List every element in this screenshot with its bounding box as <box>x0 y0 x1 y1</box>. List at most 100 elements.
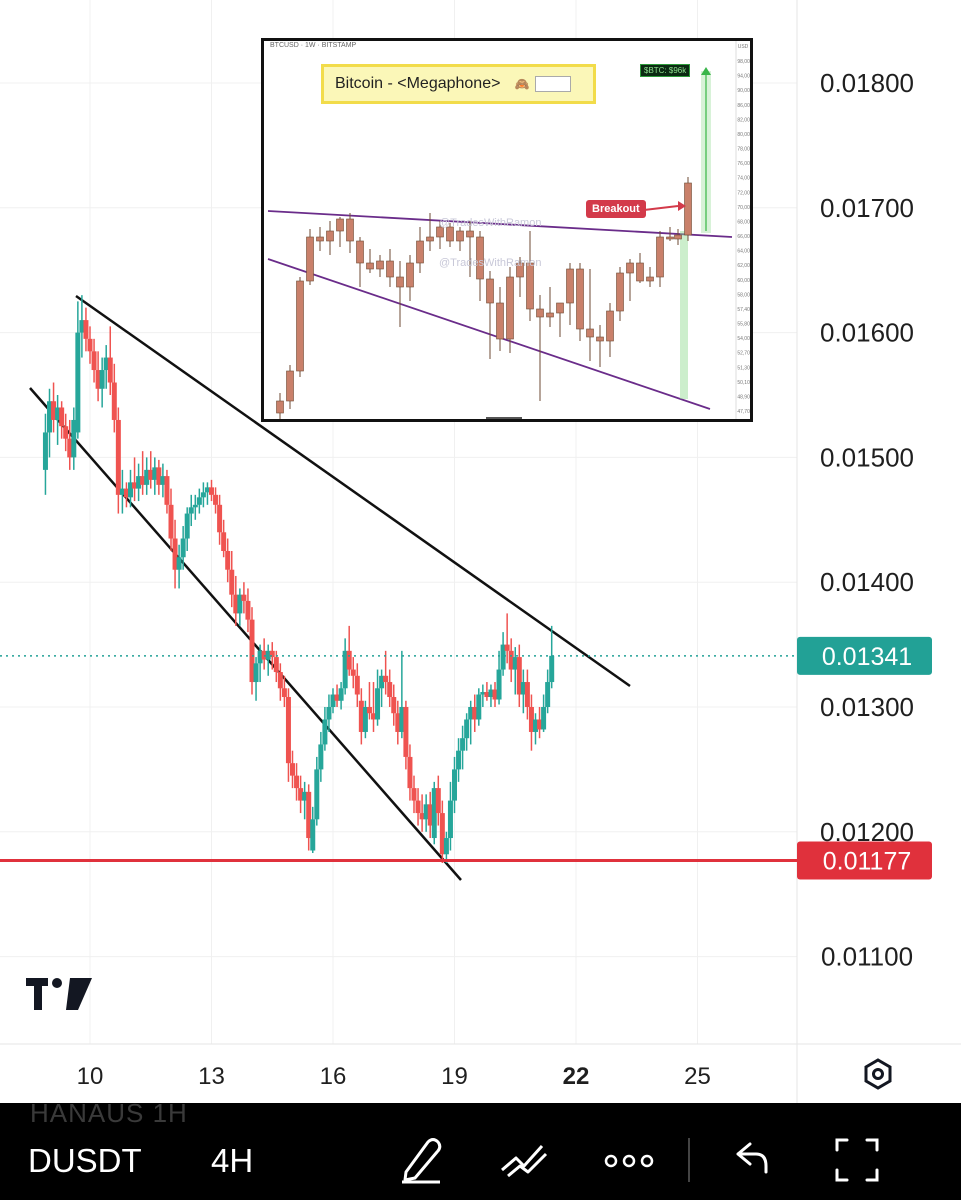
candle <box>338 682 344 710</box>
candle-body <box>541 707 547 730</box>
inset-price-tick: 57,400 <box>737 307 750 313</box>
inset-candle-body <box>616 272 624 312</box>
candle <box>249 607 255 695</box>
candle-body <box>306 791 312 839</box>
candle-body <box>294 775 300 789</box>
price-tick-label: 0.01400 <box>820 567 914 597</box>
candle <box>371 682 376 732</box>
candle-body <box>533 719 538 732</box>
candle <box>480 684 486 707</box>
candle <box>318 731 324 782</box>
pencil-draw-icon[interactable] <box>398 1134 444 1184</box>
inset-candle-body <box>366 262 374 270</box>
candle <box>140 451 146 495</box>
inset-candle <box>556 302 564 337</box>
support-tag <box>797 841 932 880</box>
candle <box>269 642 275 670</box>
candle <box>281 675 287 707</box>
inset-candle <box>666 227 674 241</box>
inset-candle <box>346 213 354 253</box>
time-tick-label: 19 <box>441 1063 468 1090</box>
candle <box>391 684 397 726</box>
last-price-tag <box>797 636 932 675</box>
upper-trendline <box>75 294 631 688</box>
candle-body <box>338 688 344 701</box>
interval-button[interactable]: 4H <box>211 1142 254 1179</box>
candle-body <box>318 744 324 770</box>
inset-candle <box>636 253 644 283</box>
candle-body <box>95 370 101 389</box>
more-options-icon[interactable] <box>603 1134 655 1184</box>
inset-candle-body <box>456 230 464 242</box>
candle <box>431 781 437 845</box>
candle <box>342 638 348 695</box>
inset-price-tick: 54,000 <box>737 336 750 342</box>
candle <box>447 781 453 851</box>
candle-body <box>447 800 453 839</box>
inset-candle-body <box>536 308 544 318</box>
symbol-button[interactable]: DUSDT <box>28 1142 142 1179</box>
inset-candle <box>336 217 344 247</box>
candle <box>443 831 449 863</box>
candle <box>265 644 271 676</box>
chart-settings-icon[interactable] <box>862 1058 894 1090</box>
inset-candle-body <box>526 262 534 310</box>
fullscreen-icon[interactable] <box>833 1134 881 1184</box>
candle <box>221 519 227 558</box>
candle <box>387 669 393 707</box>
price-tick-label: 0.01500 <box>820 442 914 472</box>
inset-candle <box>316 227 324 251</box>
candle-body <box>496 669 502 700</box>
undo-icon[interactable] <box>734 1134 770 1184</box>
candle-body <box>411 788 417 801</box>
inset-price-tick: 94,000 <box>737 74 750 80</box>
candle-body <box>350 669 356 676</box>
candle-body <box>476 694 482 720</box>
candle-body <box>123 488 129 498</box>
inset-price-tick: 60,000 <box>737 278 750 284</box>
inset-candle <box>296 277 304 377</box>
candle-body <box>119 488 125 495</box>
inset-candle-body <box>306 236 314 282</box>
inset-candle <box>436 221 444 249</box>
trendline-tool-icon[interactable] <box>498 1134 552 1184</box>
candle-body <box>79 320 85 333</box>
candle-body <box>371 713 376 720</box>
candle-body <box>326 707 332 720</box>
candle <box>285 688 291 782</box>
candle <box>257 644 263 683</box>
inset-candle-body <box>566 268 574 304</box>
candle-body <box>387 682 393 698</box>
breakout-label: Breakout <box>586 200 646 218</box>
candle-body <box>71 419 77 458</box>
inset-upper-line <box>267 210 733 238</box>
candle <box>504 613 510 664</box>
inset-candle-body <box>356 240 364 264</box>
candle-body <box>290 763 295 776</box>
inset-price-tick: 78,000 <box>737 147 750 153</box>
candle-body <box>257 650 263 664</box>
candle <box>213 487 219 514</box>
candle <box>176 544 182 589</box>
candle <box>172 519 178 589</box>
candle-body <box>346 650 352 670</box>
candle-body <box>508 650 514 670</box>
candle-body <box>67 438 73 458</box>
candle <box>330 688 336 714</box>
inset-candle <box>656 231 664 287</box>
inset-candle-body <box>596 336 604 342</box>
candle <box>55 395 61 445</box>
candle-body <box>249 619 255 683</box>
inset-candle-body <box>346 218 354 242</box>
candle-body <box>156 467 162 485</box>
candle-body <box>484 692 490 698</box>
candle-body <box>188 507 194 514</box>
candle <box>277 663 283 701</box>
price-levels: 0.01341 0.01177 <box>0 636 932 880</box>
candle-body <box>395 713 401 732</box>
candles <box>42 295 555 863</box>
candle <box>132 457 138 502</box>
time-tick-label: 13 <box>198 1063 225 1090</box>
candle <box>144 457 150 495</box>
